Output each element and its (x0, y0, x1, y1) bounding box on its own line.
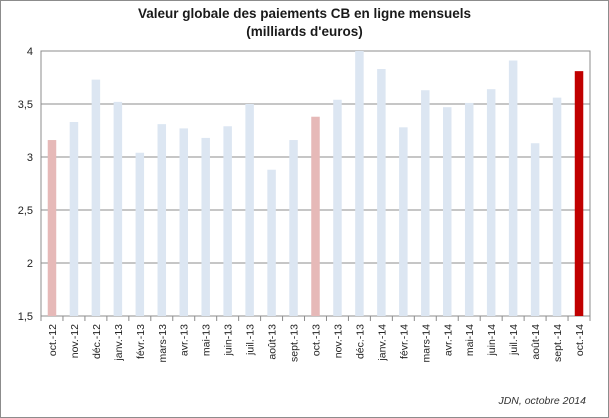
x-tick-label: oct.-12 (47, 324, 59, 356)
bar (552, 97, 562, 316)
bar (47, 140, 57, 316)
bar (289, 140, 298, 316)
bar (355, 51, 364, 316)
y-tick-label: 3,5 (18, 99, 33, 111)
x-tick-label: août-13 (267, 324, 279, 360)
x-tick-label: déc.-12 (91, 324, 103, 359)
x-tick-label: avr.-14 (442, 324, 454, 356)
bar (267, 169, 276, 316)
x-tick-label: juin-13 (223, 324, 235, 357)
bar (399, 127, 408, 316)
bar (201, 137, 210, 316)
x-tick-label: nov.-12 (69, 324, 81, 358)
y-tick-label: 3 (27, 152, 33, 164)
x-tick-label: mars-14 (420, 324, 432, 363)
bar (421, 90, 430, 316)
chart-title: Valeur globale des paiements CB en ligne… (1, 5, 608, 41)
bar (443, 107, 452, 317)
x-tick-label: févr.-14 (398, 324, 410, 359)
y-tick-label: 2,5 (18, 205, 33, 217)
y-tick-label: 1,5 (18, 311, 33, 323)
bar (311, 116, 320, 316)
x-tick-label: déc.-13 (354, 324, 366, 359)
bar (157, 124, 167, 316)
chart-title-line-1: Valeur globale des paiements CB en ligne… (137, 6, 472, 21)
chart-title-line-2: (milliards d'euros) (246, 24, 363, 39)
bar (245, 104, 254, 316)
y-tick-label: 4 (27, 46, 33, 58)
bar (135, 152, 145, 316)
y-tick-label: 2 (27, 258, 33, 270)
x-tick-label: janv.-13 (113, 324, 125, 362)
bar (508, 60, 518, 316)
x-tick-label: août-14 (530, 324, 542, 360)
bar (486, 89, 496, 316)
bar (377, 69, 386, 317)
x-tick-label: nov.-13 (332, 324, 344, 358)
x-tick-label: sept.-13 (289, 324, 301, 362)
x-tick-label: oct.-14 (574, 324, 586, 356)
x-tick-label: janv.-14 (376, 324, 388, 362)
x-tick-label: févr.-13 (135, 324, 147, 359)
bar (69, 122, 79, 317)
bar (530, 143, 540, 316)
source-note: JDN, octobre 2014 (498, 395, 586, 407)
x-tick-label: juil.-13 (245, 324, 257, 356)
x-tick-label: sept.-14 (552, 324, 564, 362)
bar (113, 101, 123, 316)
bar (91, 79, 101, 317)
bar (464, 102, 474, 316)
x-tick-label: avr.-13 (179, 324, 191, 356)
bar (179, 128, 188, 316)
x-tick-label: oct.-13 (311, 324, 323, 356)
x-tick-label: mai-13 (201, 324, 213, 356)
x-tick-label: juil.-14 (508, 324, 520, 356)
bar (333, 99, 342, 316)
x-tick-label: mai-14 (464, 324, 476, 356)
bar (223, 126, 232, 316)
x-tick-label: juin-14 (486, 324, 498, 357)
x-tick-label: mars-13 (157, 324, 169, 363)
bar (574, 71, 584, 316)
